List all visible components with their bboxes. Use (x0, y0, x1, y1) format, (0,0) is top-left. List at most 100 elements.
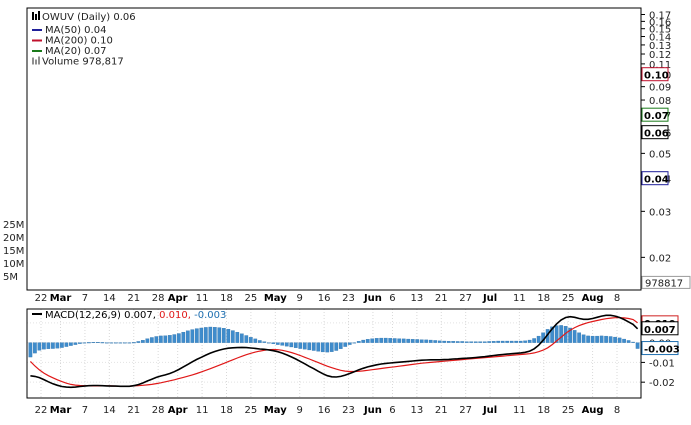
volume-y-tick-label: 5M (3, 272, 18, 283)
macd-tag-box (641, 341, 679, 356)
x-tick-label-bottom: Jun (363, 405, 382, 416)
macd-y-tick-label: -0.02 (649, 378, 675, 389)
macd-histogram-bar (262, 341, 267, 343)
price-tag-box (641, 107, 669, 122)
x-tick-label-bottom: 25 (562, 405, 575, 416)
macd-histogram-bar (514, 340, 519, 343)
macd-histogram-bar (613, 336, 617, 343)
macd-histogram-bar (388, 338, 393, 343)
macd-histogram-bar (361, 339, 366, 343)
macd-histogram-bar (320, 342, 325, 353)
x-tick-label-top: Jun (363, 293, 382, 304)
macd-histogram-bar (307, 342, 312, 351)
x-tick-label-bottom: Aug (582, 405, 604, 416)
volume-tag-label: 978817 (645, 278, 683, 289)
macd-histogram-bar (527, 339, 532, 343)
macd-histogram-bar (122, 342, 127, 344)
macd-histogram-bar (442, 340, 447, 343)
macd-histogram-bar (172, 334, 177, 343)
price-tag-label: 0.07 (644, 111, 669, 122)
x-tick-label-top: Mar (50, 293, 72, 304)
x-tick-label-bottom: 28 (152, 405, 165, 416)
macd-tag-label: 0.007 (644, 325, 676, 336)
macd-histogram-bar (185, 330, 190, 343)
x-tick-label-bottom: Mar (50, 405, 72, 416)
x-tick-label-bottom: 16 (318, 405, 331, 416)
macd-signal-line (29, 317, 638, 387)
legend-swatch (35, 59, 37, 65)
x-tick-label-bottom: 14 (103, 405, 116, 416)
macd-histogram-bar (145, 338, 150, 343)
x-tick-label-bottom: 13 (410, 405, 423, 416)
macd-histogram-bar (253, 338, 258, 343)
macd-histogram-bar (509, 340, 514, 343)
macd-histogram-bar (244, 335, 249, 343)
macd-histogram-bar (554, 325, 559, 343)
macd-histogram-bar (95, 342, 100, 343)
price-y-tick-label: 0.03 (649, 207, 671, 218)
macd-histogram-bar (374, 338, 379, 343)
macd-histogram-bar (446, 341, 451, 343)
price-panel-frame (26, 7, 642, 291)
macd-histogram-bar (78, 342, 82, 344)
macd-histogram-bar (559, 325, 564, 343)
legend-entry: MA(20) 0.07 (45, 46, 106, 57)
macd-histogram-bar (433, 340, 438, 343)
macd-histogram-bar (496, 340, 501, 343)
macd-histogram-bar (33, 342, 37, 354)
x-tick-label-bottom: 7 (82, 405, 88, 416)
macd-histogram-bar (550, 326, 555, 343)
x-tick-label-top: 7 (82, 293, 88, 304)
x-tick-label-bottom: 21 (435, 405, 448, 416)
price-tag-box (641, 125, 669, 140)
macd-histogram-bar (86, 342, 91, 344)
macd-histogram-bar (302, 342, 307, 350)
macd-histogram-bar (131, 342, 136, 344)
macd-histogram-bar (248, 337, 253, 343)
macd-histogram-bar (293, 342, 298, 348)
macd-histogram-bar (419, 339, 424, 343)
price-y-tick-label: 0.14 (649, 33, 671, 44)
x-tick-label-bottom: 8 (614, 405, 620, 416)
price-y-tick-label: 0.08 (649, 96, 671, 107)
volume-y-tick-label: 15M (3, 246, 24, 257)
macd-histogram-bar (608, 336, 613, 343)
volume-y-tick-label: 25M (3, 220, 24, 231)
macd-histogram-bar (410, 339, 415, 343)
macd-histogram-bar (586, 335, 590, 343)
x-tick-label-bottom: 25 (245, 405, 258, 416)
macd-histogram-bar (154, 336, 159, 343)
x-tick-label-top: 14 (103, 293, 116, 304)
price-y-tick-label: 0.02 (649, 253, 671, 264)
macd-histogram-bar (230, 330, 235, 343)
macd-legend-value: MACD(12,26,9) 0.007, (45, 310, 159, 321)
macd-histogram-bar (334, 342, 339, 351)
macd-histogram-bar (338, 342, 343, 349)
macd-histogram-bar (42, 342, 46, 350)
macd-histogram-bar (397, 338, 402, 343)
macd-histogram-bar (37, 342, 42, 351)
price-y-tick-label: 0.05 (649, 149, 671, 160)
macd-y-tick-label: -0.01 (649, 358, 675, 369)
macd-histogram-bar (599, 335, 604, 343)
x-tick-label-bottom: 11 (513, 405, 526, 416)
macd-histogram-bar (127, 342, 132, 344)
macd-histogram-bar (289, 342, 294, 348)
macd-histogram-bar (518, 340, 523, 343)
macd-histogram-bar (347, 342, 352, 345)
x-tick-label-bottom: Jul (482, 405, 497, 416)
chart-icon-bar (35, 14, 37, 20)
macd-tag-label: -0.003 (644, 345, 680, 356)
macd-histogram-bar (51, 342, 55, 349)
macd-histogram-bar (379, 337, 384, 343)
price-tag-label: 0.06 (644, 129, 669, 140)
macd-histogram-bar (482, 341, 487, 343)
macd-histogram-bar (595, 335, 599, 343)
macd-histogram-bar (91, 342, 96, 343)
macd-histogram-bar (523, 340, 528, 343)
macd-histogram-bar (113, 342, 118, 344)
macd-histogram-bar (190, 329, 195, 343)
macd-histogram-bar (505, 340, 510, 343)
